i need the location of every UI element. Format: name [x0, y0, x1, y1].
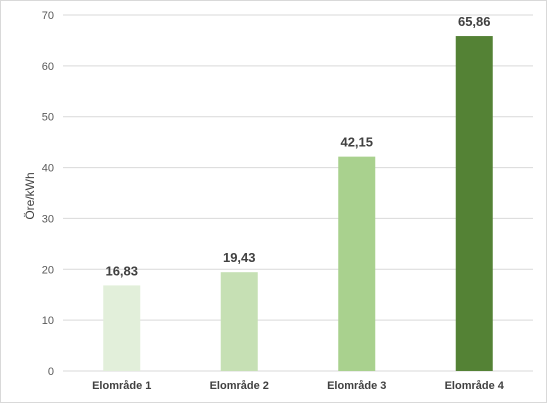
- x-category-label: Elområde 4: [445, 380, 505, 392]
- y-tick-label: 30: [42, 213, 54, 225]
- y-tick-label: 10: [42, 315, 54, 327]
- bar: [220, 272, 258, 371]
- y-axis-tick-labels: 0 10 20 30 40 50 60 70: [42, 10, 54, 378]
- y-axis-title: Öre/kWh: [23, 172, 37, 219]
- bar: [103, 285, 141, 371]
- x-category-label: Elområde 2: [210, 380, 269, 392]
- data-labels: 16,83 19,43 42,15 65,86: [105, 14, 490, 278]
- gridlines: [63, 14, 533, 372]
- y-tick-label: 60: [42, 61, 54, 73]
- x-category-label: Elområde 3: [327, 380, 386, 392]
- bars: [103, 36, 493, 371]
- data-label: 65,86: [458, 14, 491, 29]
- y-tick-label: 20: [42, 264, 54, 276]
- y-tick-label: 0: [48, 366, 54, 378]
- data-label: 16,83: [105, 263, 138, 278]
- y-tick-label: 70: [42, 10, 54, 22]
- x-category-label: Elområde 1: [92, 380, 151, 392]
- data-label: 19,43: [223, 250, 256, 265]
- data-label: 42,15: [340, 135, 373, 150]
- bar: [455, 36, 493, 371]
- y-tick-label: 40: [42, 163, 54, 175]
- bar: [338, 156, 376, 371]
- y-tick-label: 50: [42, 112, 54, 124]
- x-axis-category-labels: Elområde 1 Elområde 2 Elområde 3 Elområde 4: [92, 380, 505, 392]
